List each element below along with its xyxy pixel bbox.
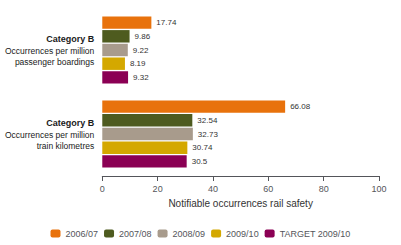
svg-text:9.86: 9.86 bbox=[135, 32, 151, 41]
svg-text:TARGET 2009/10: TARGET 2009/10 bbox=[280, 229, 351, 239]
svg-text:passenger boardings: passenger boardings bbox=[15, 57, 94, 67]
svg-text:Notiﬁable occurrences rail saf: Notiﬁable occurrences rail safety bbox=[168, 198, 313, 209]
svg-text:30.74: 30.74 bbox=[192, 143, 213, 152]
svg-text:40: 40 bbox=[208, 184, 218, 194]
svg-text:2009/10: 2009/10 bbox=[226, 229, 259, 239]
svg-text:0: 0 bbox=[100, 184, 105, 194]
svg-text:80: 80 bbox=[319, 184, 329, 194]
svg-text:9.22: 9.22 bbox=[133, 46, 149, 55]
svg-text:100: 100 bbox=[371, 184, 386, 194]
svg-text:2007/08: 2007/08 bbox=[119, 229, 152, 239]
svg-text:Occurrences per million: Occurrences per million bbox=[5, 46, 95, 56]
svg-text:Category B: Category B bbox=[46, 34, 95, 44]
svg-text:8.19: 8.19 bbox=[130, 59, 146, 68]
svg-text:30.5: 30.5 bbox=[192, 157, 208, 166]
svg-text:60: 60 bbox=[263, 184, 273, 194]
svg-text:66.08: 66.08 bbox=[290, 102, 311, 111]
svg-text:2008/09: 2008/09 bbox=[173, 229, 206, 239]
svg-text:train kilometres: train kilometres bbox=[37, 141, 95, 151]
svg-text:17.74: 17.74 bbox=[156, 18, 177, 27]
svg-text:9.32: 9.32 bbox=[133, 73, 149, 82]
svg-text:32.54: 32.54 bbox=[197, 116, 218, 125]
svg-text:32.73: 32.73 bbox=[198, 130, 219, 139]
svg-text:2006/07: 2006/07 bbox=[66, 229, 99, 239]
svg-text:Category B: Category B bbox=[46, 118, 95, 128]
svg-text:Occurrences per million: Occurrences per million bbox=[5, 130, 95, 140]
svg-text:20: 20 bbox=[153, 184, 163, 194]
